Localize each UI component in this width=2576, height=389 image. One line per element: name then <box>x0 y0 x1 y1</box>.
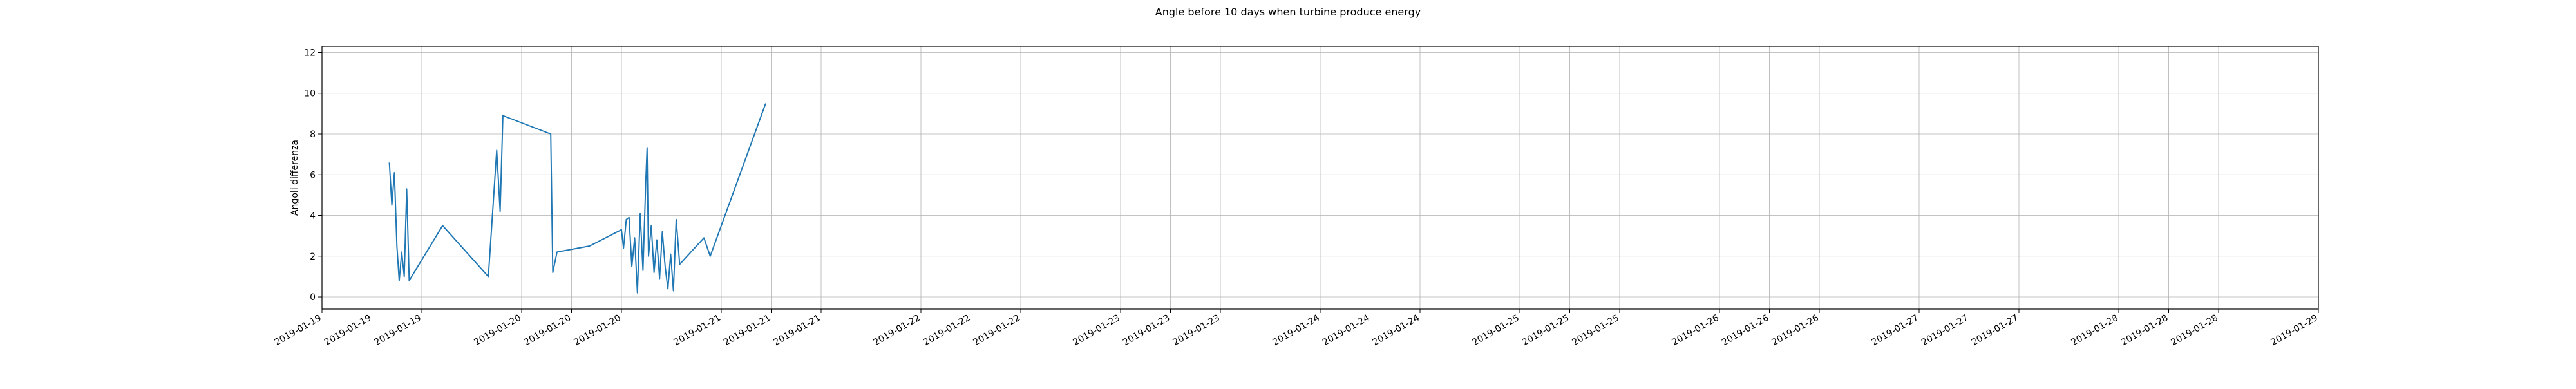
x-axis: 2019-01-19 2019-01-19 2019-01-19 2019-01-20… <box>273 309 2320 348</box>
x-tick-label: 2019-01-23 <box>1121 313 1171 348</box>
x-tick-label: 2019-01-24 <box>1271 313 1322 348</box>
x-tick-label: 2019-01-28 <box>2119 313 2170 348</box>
x-tick-label: 2019-01-21 <box>722 313 772 348</box>
x-tick-label: 2019-01-19 <box>323 313 373 348</box>
series-line <box>388 103 766 294</box>
x-tick-label: 2019-01-20 <box>473 313 523 348</box>
x-tick-label: 2019-01-28 <box>2070 313 2120 348</box>
x-tick-label: 2019-01-26 <box>1720 313 1771 348</box>
x-tick-label: 2019-01-24 <box>1371 313 1422 348</box>
x-tick-label: 2019-01-26 <box>1770 313 1821 348</box>
x-tick-label: 2019-01-21 <box>772 313 822 348</box>
x-tick-label: 2019-01-22 <box>872 313 922 348</box>
y-tick-label: 2 <box>310 252 316 262</box>
y-tick-label: 12 <box>304 48 316 58</box>
x-tick-label: 2019-01-19 <box>373 313 423 348</box>
chart-title: Angle before 10 days when turbine produc… <box>1155 6 1421 18</box>
x-tick-label: 2019-01-22 <box>922 313 972 348</box>
y-tick-label: 0 <box>310 292 316 303</box>
x-tick-label: 2019-01-20 <box>573 313 623 348</box>
x-tick-label: 2019-01-25 <box>1520 313 1571 348</box>
x-tick-label: 2019-01-21 <box>672 313 723 348</box>
y-tick-label: 10 <box>304 89 316 99</box>
x-tick-label: 2019-01-23 <box>1072 313 1122 348</box>
x-tick-label: 2019-01-27 <box>1970 313 2020 348</box>
y-axis: 0 2 4 6 8 10 12 <box>304 48 322 303</box>
series-layer <box>388 103 766 294</box>
x-tick-label: 2019-01-26 <box>1671 313 1721 348</box>
y-tick-label: 8 <box>310 129 316 140</box>
x-tick-label: 2019-01-27 <box>1870 313 1920 348</box>
grid-lines <box>321 46 2319 309</box>
x-tick-label: 2019-01-22 <box>972 313 1022 348</box>
x-tick-label: 2019-01-23 <box>1171 313 1222 348</box>
y-tick-label: 6 <box>310 170 316 180</box>
x-tick-label: 2019-01-25 <box>1471 313 1521 348</box>
x-tick-label: 2019-01-19 <box>273 313 323 348</box>
x-tick-label: 2019-01-20 <box>522 313 573 348</box>
x-tick-label: 2019-01-24 <box>1321 313 1372 348</box>
x-tick-label: 2019-01-27 <box>1920 313 1970 348</box>
y-axis-label: Angoli differenza <box>290 140 300 216</box>
y-tick-label: 4 <box>310 211 316 222</box>
x-tick-label: 2019-01-28 <box>2170 313 2220 348</box>
x-tick-label: 2019-01-25 <box>1571 313 1621 348</box>
x-tick-label: 2019-01-29 <box>2269 313 2320 348</box>
